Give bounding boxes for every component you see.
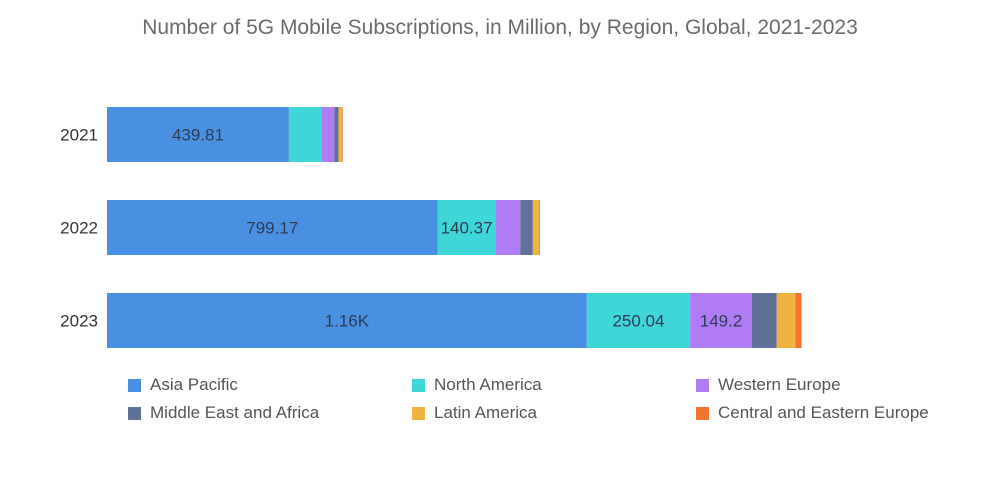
legend-swatch — [412, 378, 425, 392]
legend-label: Central and Eastern Europe — [718, 403, 929, 422]
bar-segment — [321, 107, 335, 162]
bar-segment — [107, 293, 587, 348]
bar-segment — [532, 200, 540, 255]
bar-segment — [751, 293, 777, 348]
bar-segment — [795, 293, 802, 348]
bar-segment — [776, 293, 796, 348]
bar-segment — [690, 293, 752, 348]
data-label: 439.81 — [172, 126, 224, 145]
y-tick-label: 2023 — [60, 312, 98, 331]
data-label: 1.16K — [325, 312, 370, 331]
data-label: 140.37 — [441, 219, 493, 238]
data-label: 250.04 — [612, 312, 664, 331]
legend-label: Asia Pacific — [150, 375, 238, 394]
chart-legend: Asia Pacific North America Western Europe M… — [128, 374, 988, 424]
legend-item: Asia Pacific — [128, 374, 412, 396]
legend-label: Middle East and Africa — [150, 403, 320, 422]
bar-segment — [586, 293, 691, 348]
bar-segment — [107, 107, 289, 162]
legend-swatch — [696, 406, 709, 420]
legend-item: Central and Eastern Europe — [696, 402, 996, 424]
bar-segment — [437, 200, 496, 255]
bar-segment — [495, 200, 521, 255]
legend-swatch — [128, 378, 141, 392]
legend-label: North America — [434, 375, 542, 394]
bar-segment — [520, 200, 533, 255]
y-tick-label: 2021 — [60, 126, 98, 145]
legend-item: Middle East and Africa — [128, 402, 412, 424]
bar-segment — [107, 200, 438, 255]
data-label: 799.17 — [246, 219, 298, 238]
bar-segment — [341, 107, 343, 162]
legend-item: North America — [412, 374, 696, 396]
data-label: 149.2 — [700, 312, 743, 331]
bar-segment — [338, 107, 342, 162]
bar-segment — [539, 200, 540, 255]
legend-swatch — [696, 378, 709, 392]
bar-segment — [288, 107, 322, 162]
chart-title: Number of 5G Mobile Subscriptions, in Mi… — [142, 16, 858, 39]
legend-swatch — [128, 406, 141, 420]
y-tick-label: 2022 — [60, 219, 98, 238]
legend-label: Latin America — [434, 403, 537, 422]
legend-swatch — [412, 406, 425, 420]
legend-item: Latin America — [412, 402, 696, 424]
legend-label: Western Europe — [718, 375, 841, 394]
legend-item: Western Europe — [696, 374, 996, 396]
bar-segment — [334, 107, 339, 162]
